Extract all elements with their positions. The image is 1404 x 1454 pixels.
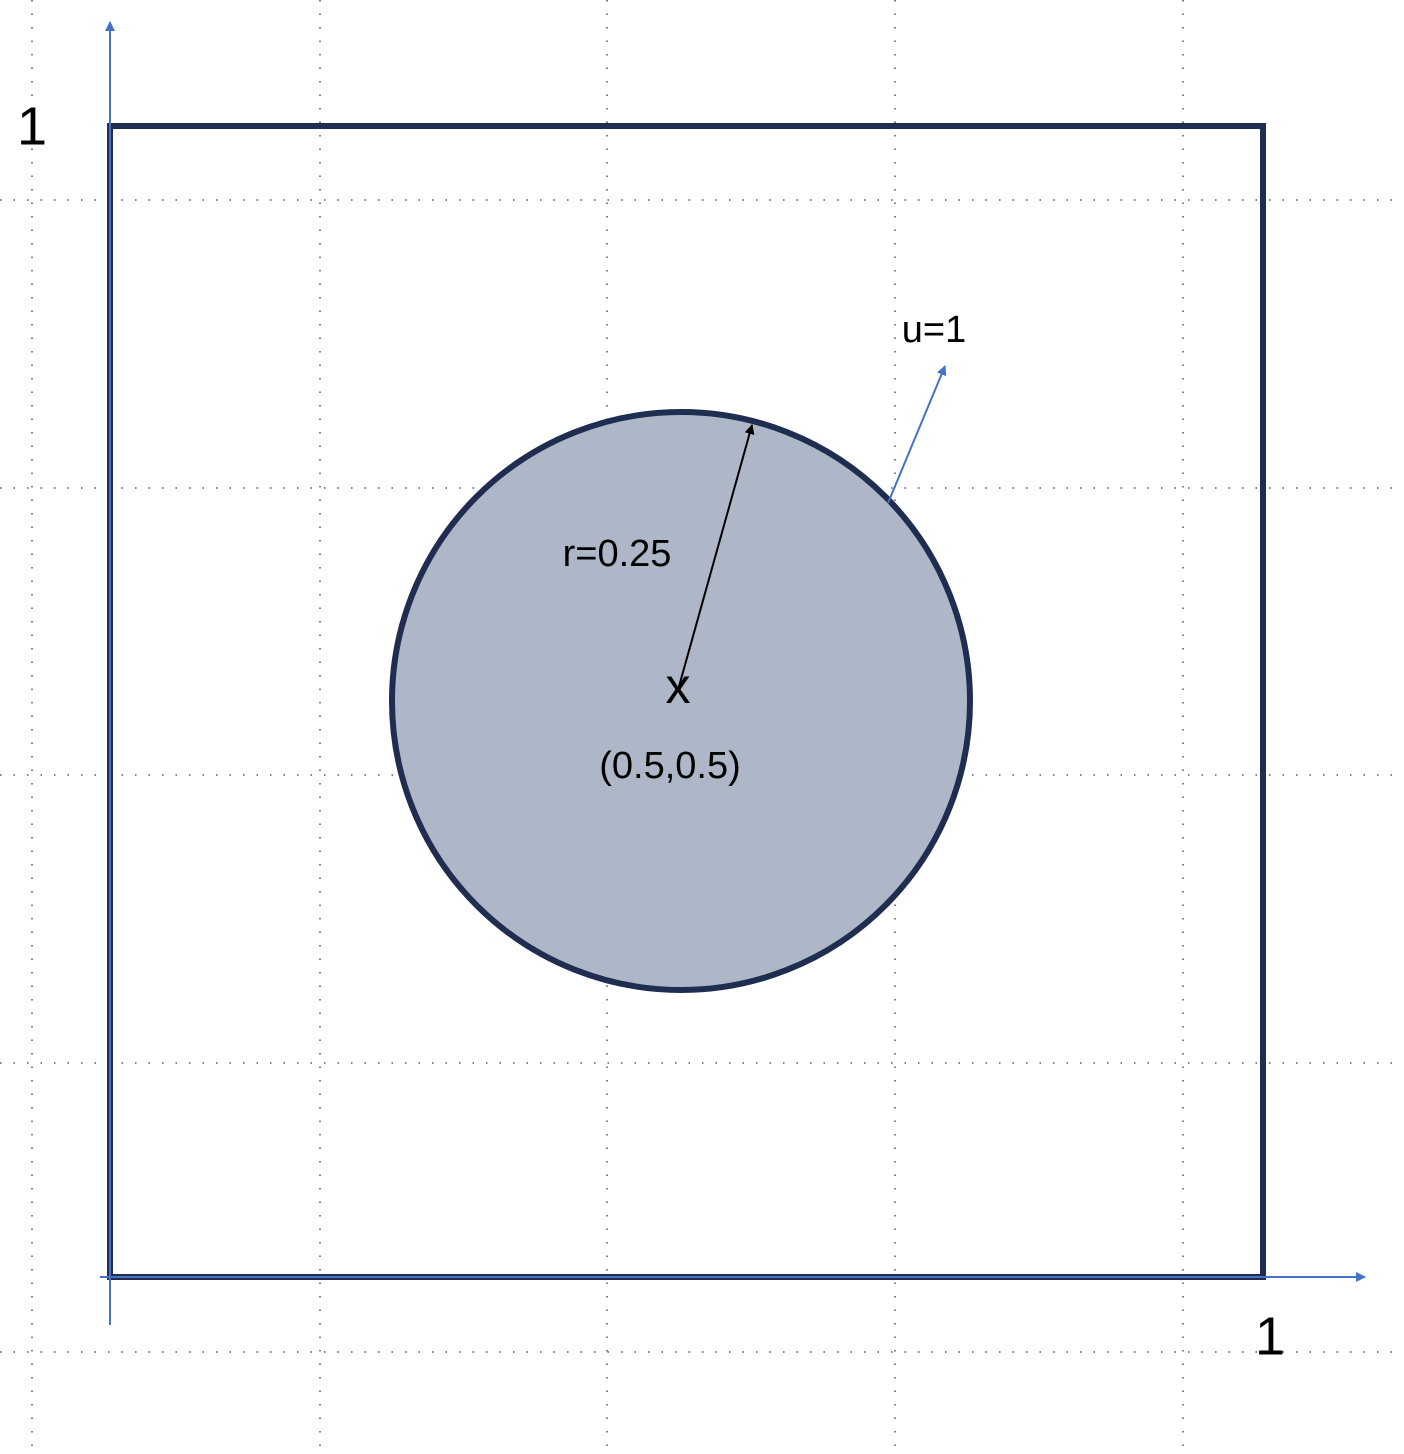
circle-obstacle [389, 409, 973, 993]
x-axis-label: 1 [1255, 1306, 1285, 1366]
y-axis-label: 1 [17, 96, 47, 156]
radius-arrow [677, 424, 755, 691]
center-marker: x [666, 658, 691, 714]
center-label: (0.5,0.5) [599, 745, 741, 787]
radius-label: r=0.25 [563, 533, 672, 575]
velocity-arrow [887, 365, 947, 504]
velocity-label: u=1 [902, 309, 966, 351]
